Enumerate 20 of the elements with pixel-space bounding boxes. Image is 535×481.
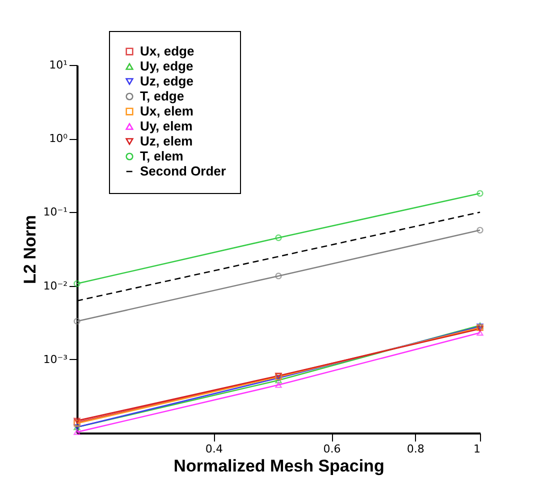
- legend-label: Uz, edge: [140, 74, 194, 88]
- legend-label: T, elem: [140, 148, 184, 164]
- y-tick-label: 10⁻³: [43, 352, 68, 366]
- legend-label: Uz, elem: [140, 134, 193, 148]
- x-tick-label: 0.6: [323, 442, 341, 456]
- y-tick-label: 10⁻²: [43, 279, 68, 292]
- x-tick-label: 0.4: [205, 442, 223, 456]
- legend-label: T, edge: [140, 88, 184, 104]
- y-tick-label: 10¹: [49, 58, 68, 72]
- legend-label: Second Order: [140, 164, 226, 178]
- y-tick-label: 10⁻¹: [43, 206, 68, 219]
- x-tick-label: 1: [474, 442, 480, 456]
- legend-label: Ux, edge: [140, 44, 194, 58]
- y-axis-title: L2 Norm: [20, 215, 40, 284]
- legend-label: Uy, elem: [140, 118, 193, 134]
- y-tick-label: 10⁰: [49, 132, 68, 146]
- x-tick-label: 0.8: [406, 442, 424, 456]
- legend-label: Uy, edge: [140, 58, 194, 74]
- x-axis-title: Normalized Mesh Spacing: [174, 456, 384, 476]
- legend-label: Ux, elem: [140, 104, 194, 118]
